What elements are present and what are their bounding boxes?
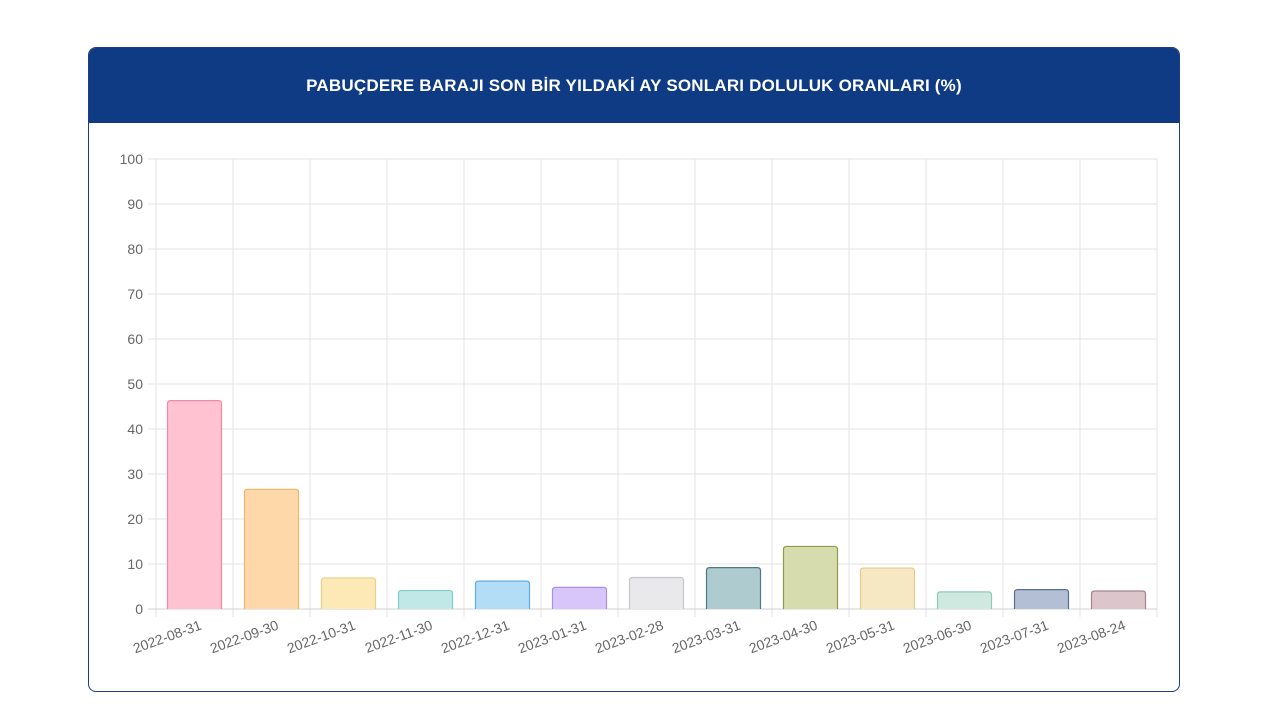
y-tick-label: 40 (127, 421, 143, 437)
bar-2023-03-31 (705, 567, 762, 609)
y-tick-label: 20 (127, 511, 143, 527)
bar-2023-01-31 (551, 586, 608, 609)
bar-2022-10-31 (320, 577, 377, 609)
bar-2022-12-31 (474, 580, 531, 609)
x-tick-label: 2023-02-28 (593, 617, 666, 657)
bar-2023-06-30 (936, 591, 993, 609)
x-tick-label: 2023-05-31 (824, 617, 897, 657)
x-tick-label: 2022-10-31 (285, 617, 358, 657)
chart-card: PABUÇDERE BARAJI SON BİR YILDAKİ AY SONL… (88, 47, 1180, 692)
card-header: PABUÇDERE BARAJI SON BİR YILDAKİ AY SONL… (89, 48, 1179, 123)
y-tick-label: 100 (120, 151, 144, 167)
chart-title: PABUÇDERE BARAJI SON BİR YILDAKİ AY SONL… (306, 75, 962, 95)
x-tick-label: 2022-08-31 (131, 617, 204, 657)
y-tick-label: 70 (127, 286, 143, 302)
x-tick-label: 2023-03-31 (670, 617, 743, 657)
x-tick-label: 2023-08-24 (1055, 617, 1128, 657)
bar-2022-09-30 (243, 488, 300, 609)
y-tick-label: 50 (127, 376, 143, 392)
x-tick-label: 2022-11-30 (363, 617, 435, 656)
x-tick-label: 2023-07-31 (978, 617, 1051, 657)
bar-2023-08-24 (1090, 590, 1147, 609)
bar-chart: 0 10 20 30 40 50 60 70 80 90 100 2022-08-31 2022-09-… (120, 151, 1158, 657)
y-tick-label: 80 (127, 241, 143, 257)
bar-2023-07-31 (1013, 589, 1070, 609)
bar-2022-08-31 (166, 400, 223, 609)
y-tick-label: 60 (127, 331, 143, 347)
x-tick-label: 2022-12-31 (439, 617, 512, 657)
y-tick-label: 10 (127, 556, 143, 572)
x-tick-label: 2023-06-30 (901, 617, 974, 657)
bar-2023-02-28 (628, 576, 685, 609)
x-tick-label: 2023-04-30 (747, 617, 820, 657)
x-tick-label: 2023-01-31 (516, 617, 589, 657)
y-tick-label: 90 (127, 196, 143, 212)
bar-2023-05-31 (859, 567, 916, 609)
chart-area: 0 10 20 30 40 50 60 70 80 90 100 2022-08-31 2022-09-… (89, 123, 1179, 691)
y-tick-label: 0 (135, 601, 143, 617)
bar-2022-11-30 (397, 589, 454, 609)
y-tick-label: 30 (127, 466, 143, 482)
bar-2023-04-30 (782, 545, 839, 609)
x-tick-label: 2022-09-30 (208, 617, 281, 657)
